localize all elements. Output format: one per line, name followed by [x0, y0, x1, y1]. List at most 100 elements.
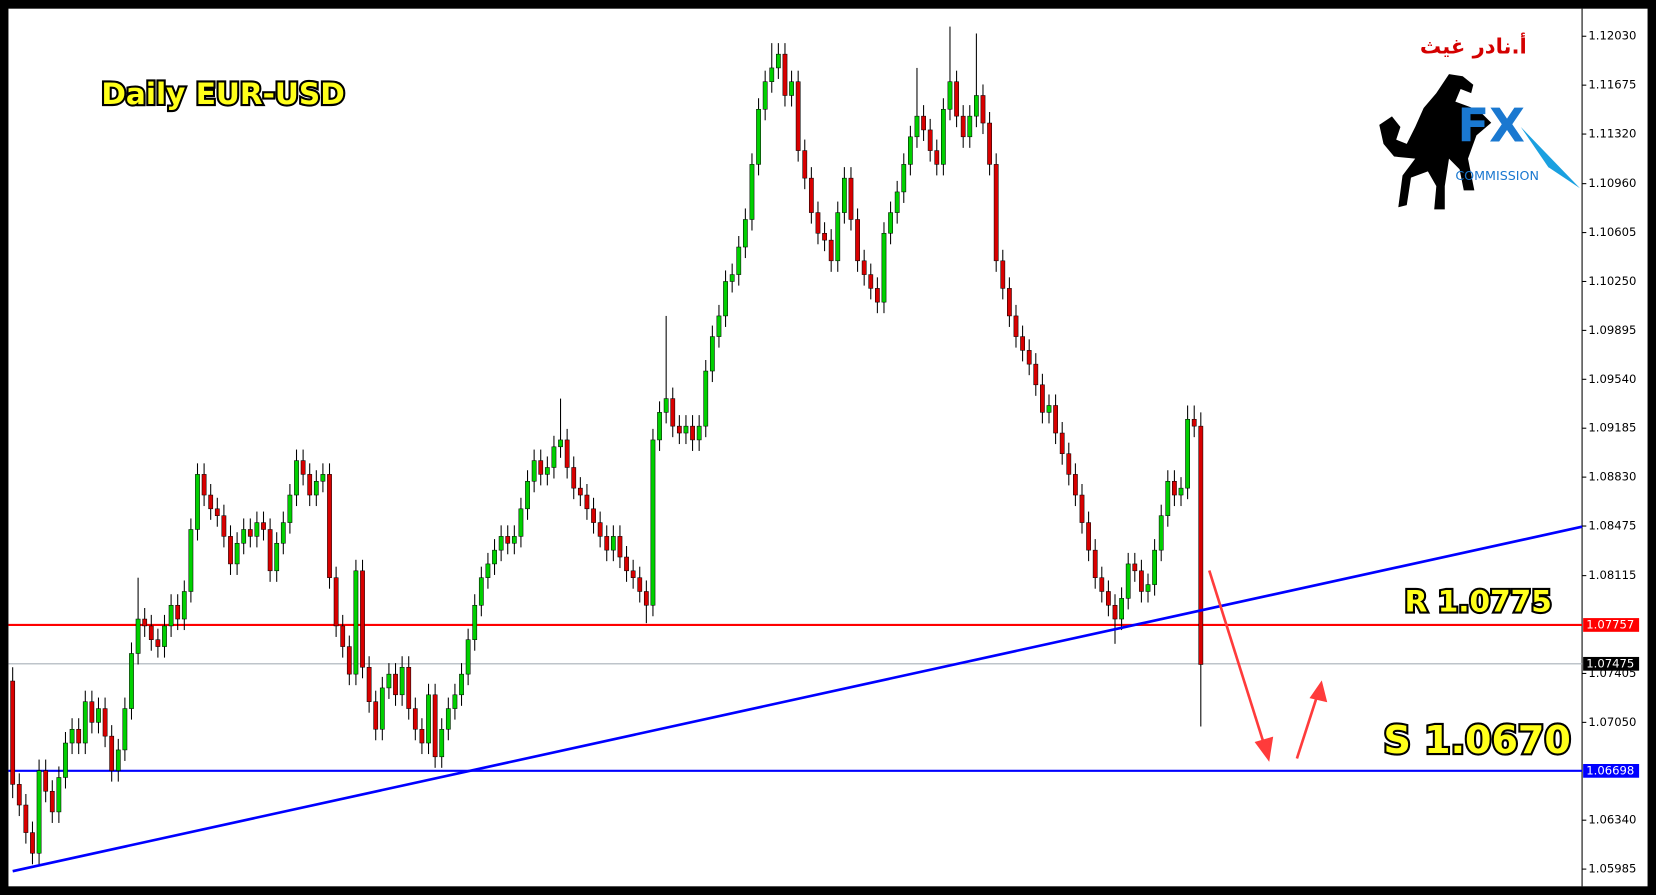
- candle-body: [36, 770, 42, 854]
- candle-body: [30, 832, 35, 854]
- candle-body: [637, 577, 643, 592]
- y-tick-label: 1.06340: [1588, 813, 1636, 827]
- y-tick-label: 1.11320: [1588, 127, 1636, 141]
- candle-body: [835, 212, 841, 262]
- candle-body: [775, 53, 781, 69]
- candle-body: [340, 625, 346, 647]
- candle-body: [921, 115, 926, 131]
- candle-body: [769, 67, 775, 82]
- arrow-down: [1208, 570, 1267, 749]
- candle-body: [505, 536, 511, 544]
- candle-body: [947, 81, 953, 110]
- candle-body: [657, 412, 662, 441]
- candle-body: [267, 529, 273, 572]
- candle-body: [736, 246, 742, 275]
- candle-body: [676, 425, 682, 434]
- author: أ.نادر غيث: [1420, 32, 1527, 59]
- candle-body: [492, 549, 497, 565]
- candle-body: [313, 480, 319, 496]
- candle-body: [874, 288, 880, 303]
- candle-body: [1033, 363, 1039, 386]
- candle-body: [102, 708, 108, 737]
- candle-body: [577, 487, 583, 496]
- candle-body: [630, 570, 636, 578]
- candle-body: [155, 639, 161, 647]
- candle-body: [287, 494, 293, 523]
- candle-body: [881, 232, 887, 303]
- arrows: [1208, 570, 1328, 762]
- candle-body: [683, 425, 689, 434]
- candle-body: [109, 735, 115, 771]
- candle-body: [439, 728, 445, 758]
- candle-body: [89, 701, 95, 723]
- candle-body: [10, 680, 16, 785]
- y-tick-label: 1.05985: [1588, 862, 1636, 876]
- candle-body: [485, 563, 491, 578]
- candle-body: [610, 536, 616, 551]
- y-tick-label: 1.08475: [1588, 519, 1636, 533]
- price-box-label: 1.07757: [1586, 617, 1634, 631]
- candle-body: [742, 219, 748, 248]
- candle-body: [208, 494, 214, 510]
- arrow-up: [1295, 692, 1320, 759]
- candle-body: [221, 515, 227, 537]
- candle-body: [848, 177, 854, 220]
- candle-body: [412, 708, 418, 730]
- y-tick-label: 1.11675: [1588, 78, 1636, 92]
- candle-body: [716, 315, 722, 337]
- candle-body: [201, 474, 207, 496]
- chart-title: Daily EUR-USD: [101, 77, 344, 111]
- candle-body: [670, 398, 676, 427]
- arrow-head: [1309, 680, 1328, 703]
- candle-body: [980, 95, 986, 124]
- candle-body: [406, 666, 412, 709]
- candle-body: [756, 108, 761, 165]
- candle-body: [914, 115, 920, 138]
- candle-body: [399, 666, 405, 696]
- candle-body: [1020, 336, 1025, 351]
- candle-body: [307, 474, 313, 496]
- candle-body: [56, 777, 62, 813]
- candle-body: [1106, 591, 1111, 606]
- candle-body: [723, 281, 728, 317]
- candle-body: [1026, 350, 1032, 365]
- y-tick-label: 1.12030: [1588, 29, 1636, 43]
- candle-body: [353, 570, 359, 675]
- candle-body: [894, 191, 900, 213]
- candle-body: [142, 618, 148, 627]
- candle-body: [1073, 474, 1078, 496]
- candle-body: [1165, 480, 1171, 516]
- candle-body: [445, 708, 451, 730]
- candle-body: [478, 577, 484, 606]
- candle-body: [1099, 577, 1105, 592]
- candle-body: [432, 694, 438, 758]
- candle-body: [1040, 384, 1045, 413]
- y-tick-label: 1.10960: [1588, 176, 1636, 190]
- candle-body: [1053, 405, 1058, 434]
- candle-body: [749, 164, 755, 220]
- candle-body: [241, 529, 247, 544]
- price-box-label: 1.07475: [1586, 656, 1634, 670]
- candle-body: [808, 177, 814, 213]
- candle-body: [941, 108, 946, 165]
- candle-body: [782, 53, 788, 96]
- candle-body: [1119, 598, 1124, 620]
- candle-body: [987, 122, 992, 165]
- y-tick-label: 1.08830: [1588, 470, 1636, 484]
- candle-body: [901, 164, 907, 193]
- candle-body: [967, 115, 973, 138]
- candle-body: [1092, 549, 1098, 578]
- levels: [8, 623, 1583, 772]
- candle-body: [333, 577, 339, 627]
- candle-body: [802, 150, 808, 179]
- candle-body: [663, 398, 669, 413]
- candle-body: [908, 136, 913, 165]
- level-annotation: R 1.0775: [1405, 584, 1552, 618]
- candle-body: [1059, 432, 1065, 454]
- candle-body: [360, 570, 365, 668]
- candle-body: [868, 274, 874, 289]
- price-box: [1583, 656, 1640, 671]
- candle-body: [452, 694, 458, 709]
- candle-body: [43, 770, 49, 792]
